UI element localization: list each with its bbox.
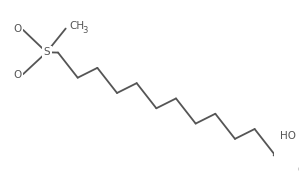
Text: O: O <box>13 70 22 80</box>
Text: CH: CH <box>69 21 84 31</box>
Text: 3: 3 <box>83 26 88 35</box>
Text: O: O <box>297 165 299 175</box>
Text: S: S <box>43 47 50 57</box>
Text: HO: HO <box>280 131 297 141</box>
Text: O: O <box>13 24 22 34</box>
